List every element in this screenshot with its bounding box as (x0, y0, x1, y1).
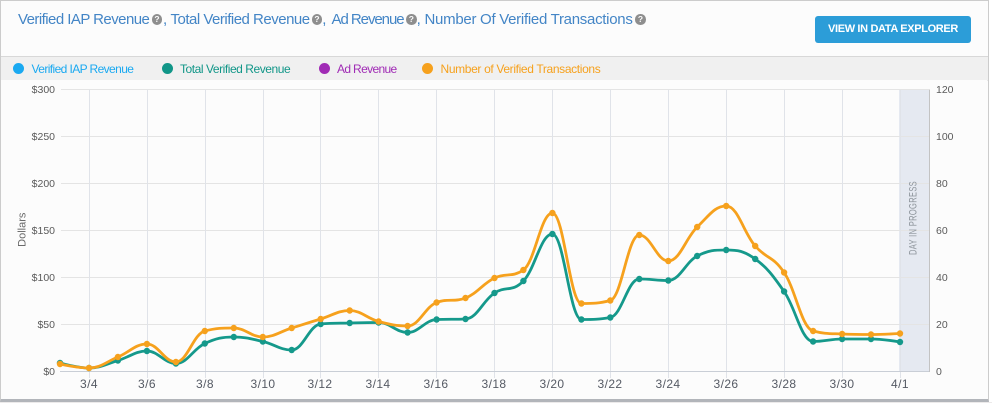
svg-text:$300: $300 (32, 84, 56, 96)
svg-text:$250: $250 (32, 131, 56, 143)
svg-text:4/1: 4/1 (891, 377, 909, 391)
svg-text:$50: $50 (37, 319, 55, 331)
svg-text:3/16: 3/16 (424, 377, 449, 391)
svg-text:$200: $200 (32, 178, 56, 190)
svg-text:3/6: 3/6 (138, 377, 156, 391)
svg-text:3/4: 3/4 (80, 377, 98, 391)
svg-text:$0: $0 (43, 366, 55, 378)
svg-text:$150: $150 (32, 225, 56, 237)
svg-text:3/26: 3/26 (714, 377, 739, 391)
svg-text:3/12: 3/12 (308, 377, 333, 391)
svg-text:3/20: 3/20 (540, 377, 565, 391)
svg-text:0: 0 (936, 366, 942, 378)
svg-text:Dollars: Dollars (17, 212, 29, 247)
svg-text:40: 40 (936, 272, 948, 284)
svg-text:120: 120 (936, 84, 954, 96)
svg-text:DAY IN PROGRESS: DAY IN PROGRESS (908, 181, 920, 255)
svg-text:60: 60 (936, 225, 948, 237)
svg-text:3/30: 3/30 (830, 377, 855, 391)
svg-text:20: 20 (936, 319, 948, 331)
svg-text:3/28: 3/28 (772, 377, 797, 391)
svg-text:3/8: 3/8 (196, 377, 214, 391)
svg-text:3/24: 3/24 (656, 377, 681, 391)
svg-text:3/10: 3/10 (251, 377, 276, 391)
svg-text:$100: $100 (32, 272, 56, 284)
svg-text:80: 80 (936, 178, 948, 190)
svg-text:3/18: 3/18 (482, 377, 507, 391)
svg-text:3/22: 3/22 (598, 377, 623, 391)
svg-text:3/14: 3/14 (366, 377, 391, 391)
svg-text:100: 100 (936, 131, 954, 143)
